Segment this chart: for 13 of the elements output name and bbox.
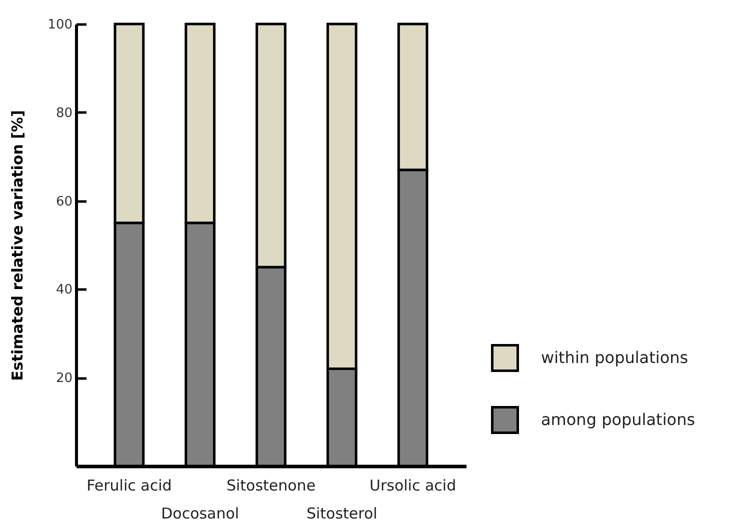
y-tick-label: 20	[56, 371, 72, 386]
y-tick-label: 100	[48, 18, 72, 32]
y-axis-title: Estimated relative variation [%]	[8, 110, 27, 381]
y-tick-label: 60	[56, 194, 72, 210]
x-tick-label: Sitosterol	[306, 504, 378, 522]
legend-label: within populations	[541, 348, 688, 367]
y-tick-label: 40	[56, 282, 72, 298]
x-tick-label: Ferulic acid	[86, 476, 172, 494]
legend-label: among populations	[541, 410, 696, 429]
x-tick-label: Ursolic acid	[370, 476, 456, 494]
y-tick-label: 80	[56, 106, 72, 121]
x-tick-label: Sitostenone	[226, 476, 316, 494]
x-tick-label: Docosanol	[161, 504, 240, 522]
